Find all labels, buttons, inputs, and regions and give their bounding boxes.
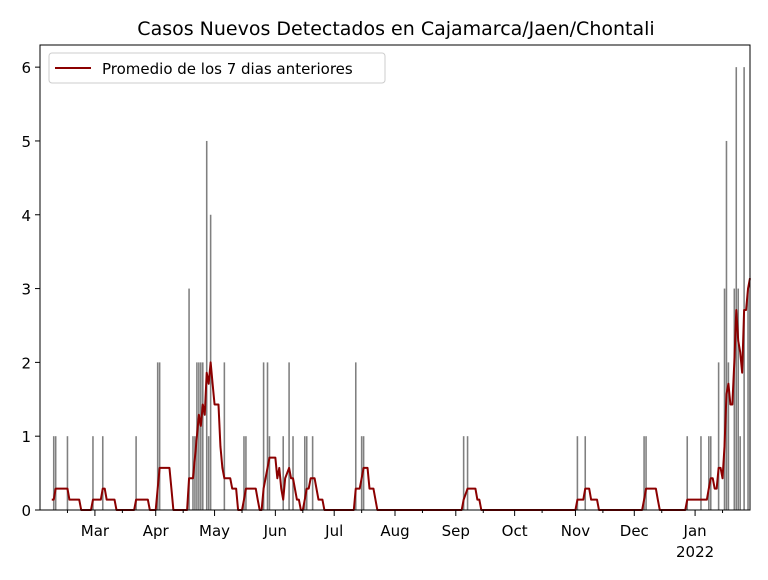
plot-frame: [39, 44, 751, 511]
bar: [268, 436, 271, 510]
bar: [188, 288, 190, 510]
bar: [708, 436, 710, 510]
bar: [645, 436, 647, 510]
y-tick-label: 6: [21, 59, 31, 77]
bar: [92, 436, 94, 510]
line-group: [51, 278, 751, 511]
x-tick-label: Aug: [380, 522, 409, 540]
y-axis: 0 1 2 3 4 5 6: [21, 59, 40, 520]
bar: [584, 436, 587, 510]
x-tick-label: Dec: [620, 522, 649, 540]
bar: [156, 362, 159, 510]
bar: [723, 288, 726, 510]
bar: [737, 288, 740, 510]
bar: [735, 67, 738, 510]
x-tick-label: Nov: [561, 522, 590, 540]
x-tick-sublabel: 2022: [676, 543, 714, 561]
bar: [200, 362, 202, 510]
bar: [262, 362, 265, 510]
bar: [747, 288, 749, 510]
bar: [700, 436, 702, 510]
bar: [266, 362, 269, 510]
bar: [198, 362, 200, 510]
bar: [743, 67, 745, 510]
bar: [686, 436, 689, 510]
y-tick-label: 2: [21, 354, 31, 372]
bar: [243, 436, 245, 510]
bar: [135, 436, 137, 510]
y-tick-label: 1: [21, 428, 31, 446]
y-tick-label: 5: [21, 133, 31, 151]
x-tick-label: Jun: [263, 522, 287, 540]
x-tick-label: Oct: [502, 522, 528, 540]
bar: [52, 436, 55, 510]
bar: [194, 436, 196, 510]
bar: [466, 436, 469, 510]
bar: [158, 362, 161, 510]
bar: [205, 140, 208, 510]
bar: [282, 436, 284, 510]
bar: [66, 436, 69, 510]
x-tick-label: Jan: [683, 522, 707, 540]
bar: [288, 362, 290, 510]
y-tick-label: 0: [21, 502, 31, 520]
legend-label: Promedio de los 7 dias anteriores: [102, 60, 353, 78]
bar: [245, 436, 247, 510]
x-tick-label: Jul: [324, 522, 343, 540]
chart-title: Casos Nuevos Detectados en Cajamarca/Jae…: [137, 18, 654, 40]
x-tick-label: Apr: [143, 522, 170, 540]
bar: [223, 362, 226, 510]
legend-box: [48, 52, 386, 84]
bar: [303, 436, 306, 510]
series-line: [51, 278, 751, 511]
bar: [727, 362, 730, 510]
x-tick-label: May: [199, 522, 230, 540]
bar: [202, 362, 204, 510]
bar: [54, 436, 57, 510]
bar: [292, 436, 294, 510]
bar: [725, 140, 728, 510]
bar: [643, 436, 645, 510]
x-tick-label: Sep: [442, 522, 470, 540]
bar: [101, 436, 104, 510]
legend: Promedio de los 7 dias anteriores: [48, 52, 386, 84]
bar: [733, 288, 736, 510]
x-tick-label: Mar: [81, 522, 110, 540]
y-tick-label: 4: [21, 207, 31, 225]
bar: [739, 436, 741, 510]
bar: [305, 436, 308, 510]
bar: [576, 436, 579, 510]
bar: [311, 436, 314, 510]
bar: [717, 362, 720, 510]
bar: [354, 362, 357, 510]
x-axis: Mar Apr May Jun Jul Aug Sep Oct Nov Dec Jan 2022: [66, 510, 724, 561]
y-tick-label: 3: [21, 281, 31, 299]
bar: [462, 436, 465, 510]
bar: [709, 436, 712, 510]
bar: [207, 436, 210, 510]
